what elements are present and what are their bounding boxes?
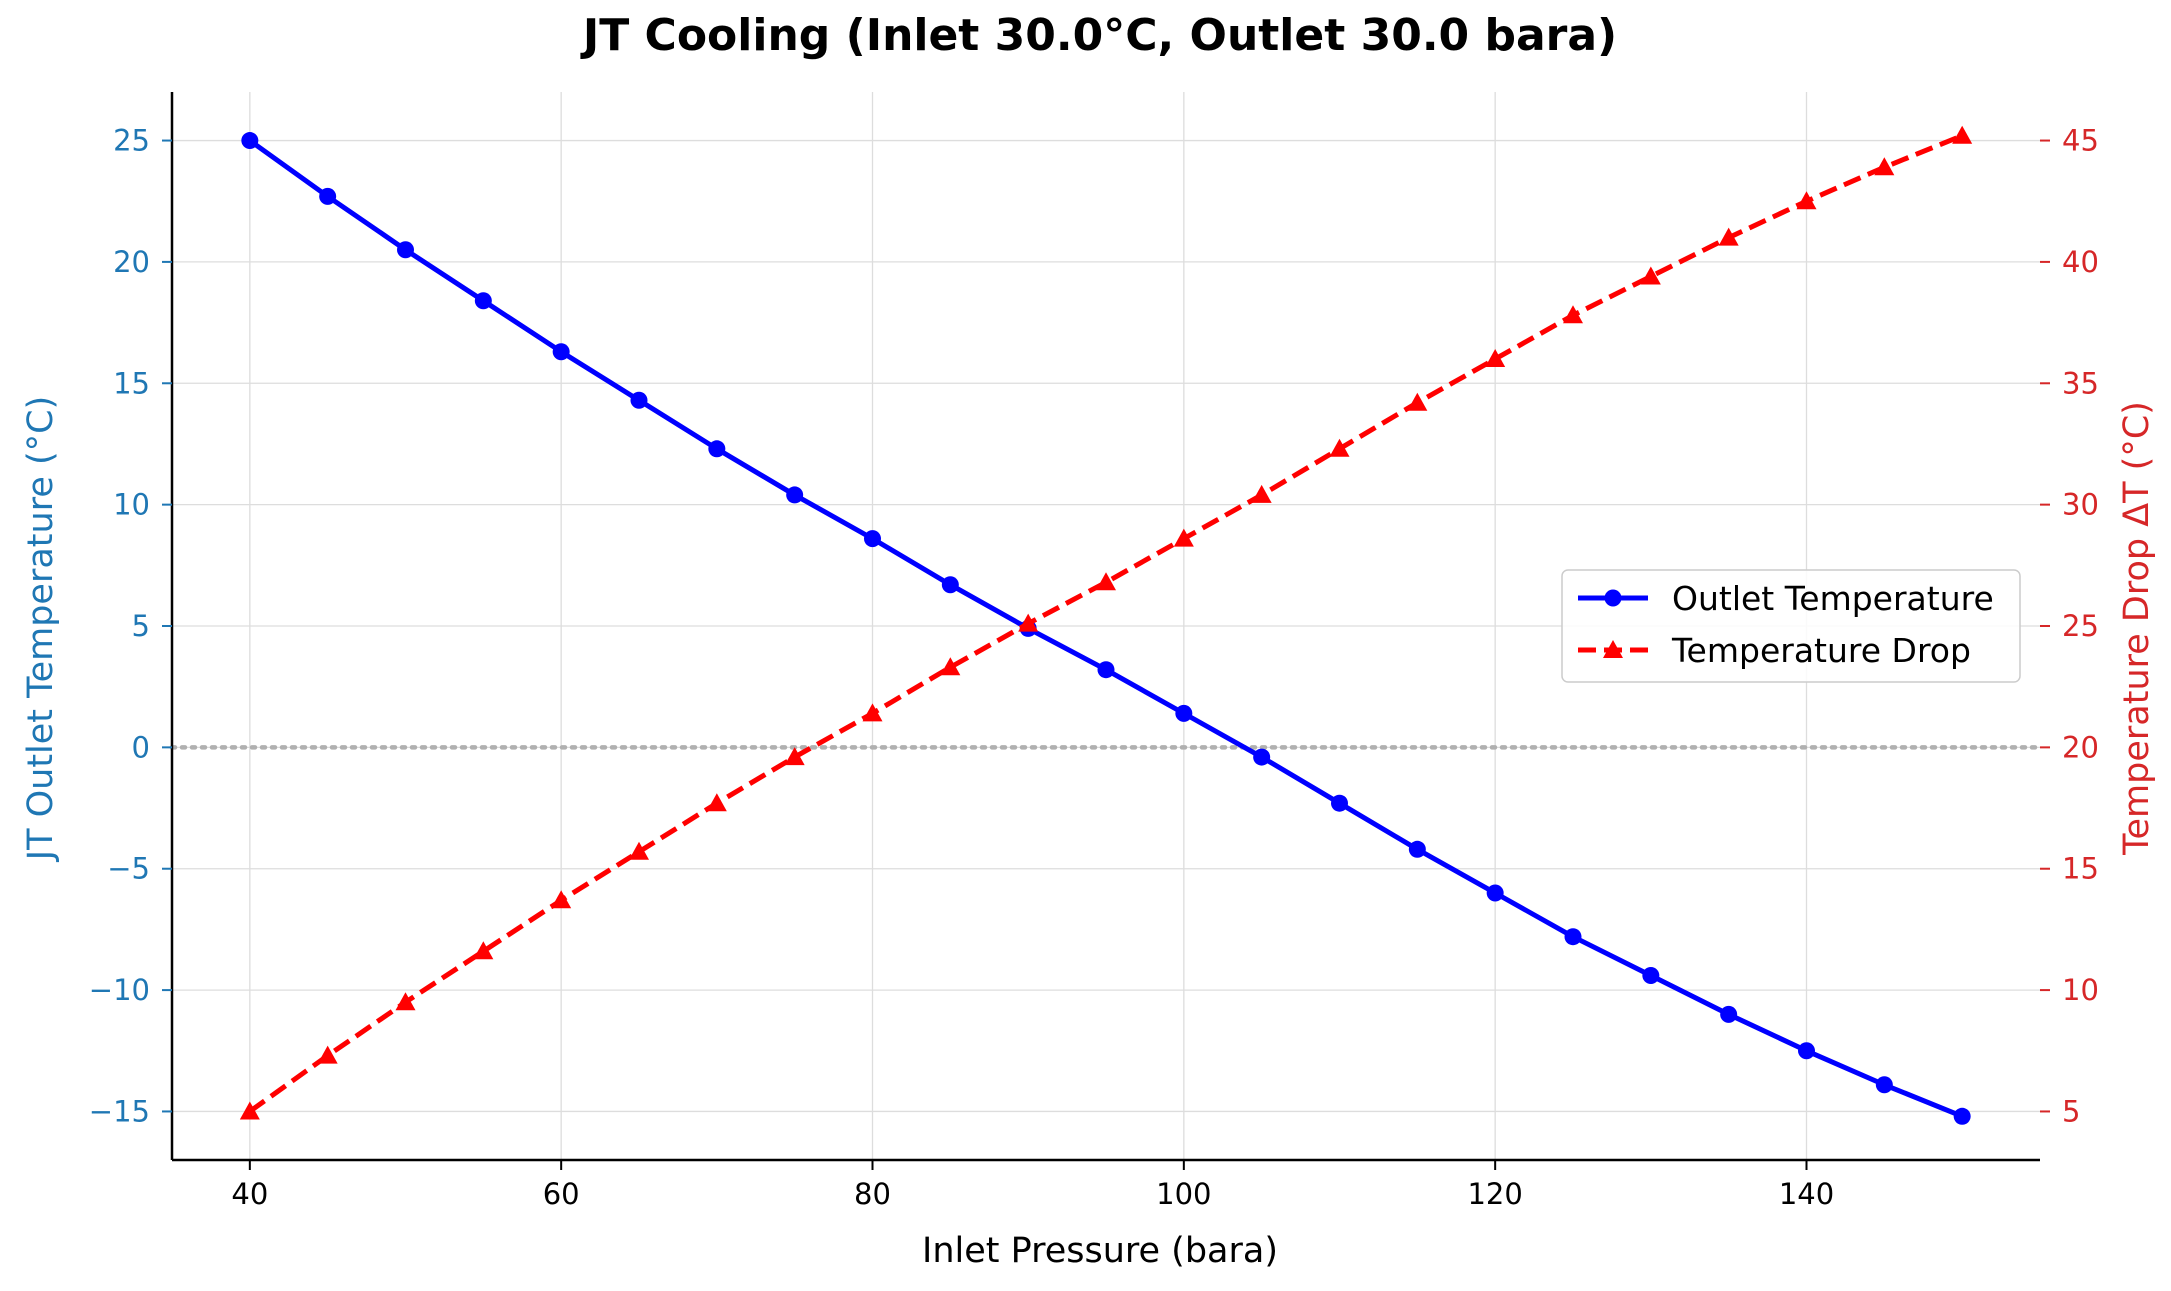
data-point <box>319 187 337 205</box>
data-point <box>397 241 414 259</box>
y-tick-label-left: −5 <box>107 852 150 886</box>
data-point <box>1096 572 1116 591</box>
data-point <box>1796 191 1817 210</box>
data-point <box>1097 661 1115 679</box>
legend-marker <box>1603 640 1623 658</box>
data-point <box>1175 704 1193 722</box>
data-point <box>1798 1042 1815 1060</box>
data-point <box>1564 928 1582 946</box>
y-tick-label-left: 10 <box>113 488 150 522</box>
data-point <box>1640 266 1661 285</box>
y-axis-label-left: JT Outlet Temperature (°C) <box>21 396 61 862</box>
series-outlet-temperature <box>241 132 1971 1125</box>
data-point <box>1408 840 1426 858</box>
y-tick-label-right: 35 <box>2062 366 2099 400</box>
legend-item: Outlet Temperature <box>1578 579 1994 618</box>
y-tick-label-left: 25 <box>113 124 150 158</box>
data-point <box>784 747 805 766</box>
y-tick-label-left: 15 <box>113 366 150 400</box>
data-point <box>864 530 881 548</box>
y-tick-label-right: 5 <box>2062 1094 2080 1128</box>
data-point <box>1173 528 1194 547</box>
data-point <box>1718 227 1739 246</box>
data-point <box>708 440 726 458</box>
axes <box>162 92 2050 1170</box>
legend: Outlet Temperature Temperature Drop <box>1561 569 2021 683</box>
data-point <box>1486 884 1504 902</box>
data-point <box>1875 1076 1893 1094</box>
data-point <box>706 793 727 812</box>
data-point <box>1642 967 1660 985</box>
data-point <box>474 292 492 310</box>
data-point <box>473 941 494 960</box>
y-axis-label-right: Temperature Drop ΔT (°C) <box>2117 401 2157 856</box>
y-tick-label-right: 25 <box>2062 609 2099 643</box>
y-tick-label-right: 15 <box>2062 852 2099 886</box>
legend-frame <box>1561 569 2021 683</box>
data-point <box>1331 794 1348 812</box>
legend-marker <box>1604 589 1622 607</box>
y-tick-label-right: 30 <box>2062 488 2099 522</box>
legend-item: Temperature Drop <box>1578 631 1971 670</box>
series-line <box>248 133 1964 1114</box>
data-point <box>940 657 961 676</box>
data-point <box>551 890 572 909</box>
data-point <box>1874 157 1895 176</box>
data-point <box>239 1101 260 1120</box>
series-temperature-drop <box>239 125 1973 1120</box>
x-axis-label: Inlet Pressure (bara) <box>922 1231 1278 1271</box>
tick-labels: 40 60 80 100 120 140 −15 −10 −5 0 5 10 15 20 25 5 10 15 20… <box>89 124 2099 1211</box>
x-tick-label: 60 <box>543 1177 580 1211</box>
data-point <box>1253 748 1271 766</box>
plot-area <box>239 125 1973 1125</box>
data-point <box>1720 1005 1738 1023</box>
x-tick-label: 40 <box>231 1177 268 1211</box>
y-tick-label-right: 10 <box>2062 973 2099 1007</box>
legend-label: Outlet Temperature <box>1672 579 1994 618</box>
data-point <box>786 486 804 504</box>
data-point <box>395 992 416 1011</box>
x-tick-label: 140 <box>1779 1177 1834 1211</box>
data-point <box>630 391 648 409</box>
data-point <box>1952 125 1973 144</box>
data-point <box>317 1045 338 1064</box>
y-tick-label-right: 40 <box>2062 245 2099 279</box>
data-point <box>1485 349 1506 367</box>
data-point <box>1563 305 1583 324</box>
y-tick-label-left: −10 <box>89 973 150 1007</box>
data-point <box>629 841 649 860</box>
data-point <box>552 343 570 361</box>
y-tick-label-left: −15 <box>89 1094 150 1128</box>
y-tick-label-left: 5 <box>132 609 150 643</box>
data-point <box>1407 392 1428 411</box>
x-tick-label: 80 <box>854 1177 891 1211</box>
x-tick-label: 120 <box>1467 1177 1522 1211</box>
data-point <box>1018 613 1039 632</box>
y-tick-label-left: 20 <box>113 245 150 279</box>
data-point <box>241 132 259 150</box>
data-point <box>862 703 883 722</box>
x-tick-label: 100 <box>1156 1177 1211 1211</box>
data-point <box>1953 1107 1971 1125</box>
legend-label: Temperature Drop <box>1671 631 1971 670</box>
chart-title: JT Cooling (Inlet 30.0°C, Outlet 30.0 ba… <box>580 10 1617 61</box>
data-point <box>1251 484 1272 503</box>
data-point <box>1329 438 1350 457</box>
y-tick-label-right: 45 <box>2062 124 2099 158</box>
y-tick-label-left: 0 <box>132 730 150 764</box>
data-point <box>941 576 959 594</box>
y-tick-label-right: 20 <box>2062 730 2099 764</box>
